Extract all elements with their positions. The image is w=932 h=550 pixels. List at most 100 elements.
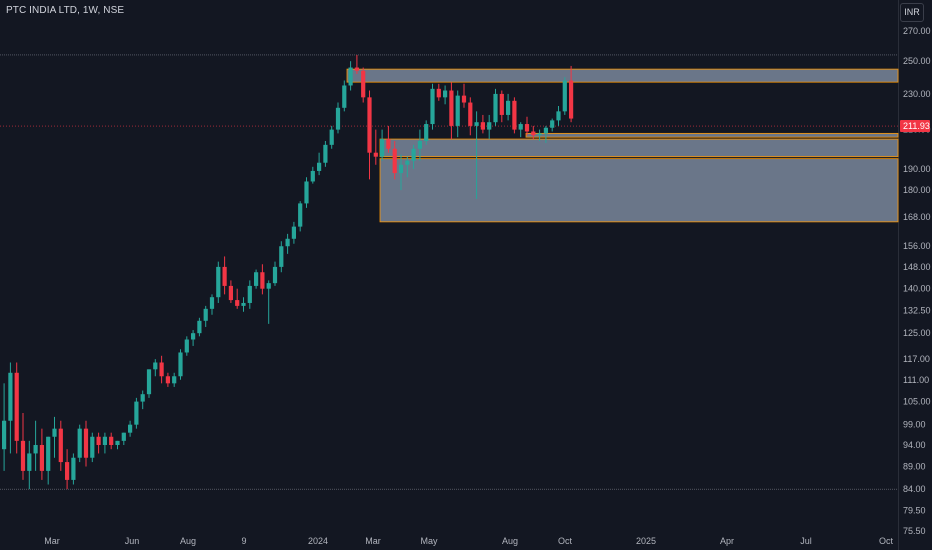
zone-3 <box>379 138 899 158</box>
y-tick-label: 125.00 <box>903 328 931 338</box>
candle <box>380 129 385 161</box>
candle <box>65 449 70 490</box>
candle <box>46 436 51 485</box>
candle <box>102 432 107 454</box>
candle <box>531 125 536 140</box>
x-tick-label: 2025 <box>636 536 656 546</box>
candle <box>222 256 227 295</box>
candle <box>272 261 278 286</box>
y-tick-label: 168.00 <box>903 212 931 222</box>
x-tick-label: Aug <box>180 536 196 546</box>
candle <box>443 85 448 105</box>
candle <box>33 420 38 471</box>
candle <box>562 77 567 115</box>
candle <box>405 156 410 178</box>
candle <box>58 420 63 471</box>
candle <box>543 125 548 143</box>
y-tick-label: 250.00 <box>903 56 931 66</box>
x-tick-label: 9 <box>241 536 246 546</box>
y-tick-label: 148.00 <box>903 262 931 272</box>
x-tick-label: Mar <box>365 536 381 546</box>
x-tick-label: Mar <box>44 536 60 546</box>
candle <box>373 129 378 165</box>
candle <box>386 125 391 153</box>
candle <box>474 111 479 199</box>
x-tick-label: Jun <box>125 536 140 546</box>
chart-title: PTC INDIA LTD, 1W, NSE <box>6 5 125 16</box>
last-price-label: 211.93 <box>903 121 930 131</box>
y-tick-label: 94.00 <box>903 440 926 450</box>
zone-2 <box>525 132 899 138</box>
candle <box>329 125 334 149</box>
candle <box>506 93 511 121</box>
candle <box>342 80 347 112</box>
candle <box>285 233 290 254</box>
y-tick-label: 75.50 <box>903 526 926 536</box>
candle <box>191 330 196 346</box>
y-tick-label: 132.50 <box>903 305 931 315</box>
x-tick-label: Jul <box>800 536 812 546</box>
candle <box>172 372 177 387</box>
candle <box>146 369 152 398</box>
x-tick-label: May <box>420 536 438 546</box>
candle <box>134 397 139 429</box>
y-tick-label: 111.00 <box>903 375 929 385</box>
x-tick-label: Oct <box>558 536 573 546</box>
candle <box>52 416 57 458</box>
price-axis: 270.00250.00230.00210.00190.00180.00168.… <box>900 26 931 536</box>
candle <box>128 420 133 437</box>
candle <box>39 428 44 480</box>
candle <box>468 97 473 136</box>
zone-4 <box>379 158 899 223</box>
time-axis: Mar Jun Aug 9 2024 Mar May Aug Oct 2025 Apr Jul Oct <box>44 536 893 546</box>
candle <box>348 61 353 91</box>
candle <box>537 129 542 141</box>
candle <box>298 201 303 232</box>
candle <box>228 280 233 303</box>
candle <box>392 140 397 180</box>
candle <box>354 54 359 74</box>
candle <box>260 264 265 295</box>
candle <box>436 83 441 101</box>
y-tick-label: 156.00 <box>903 241 931 251</box>
candle <box>203 305 208 327</box>
candle <box>254 269 259 289</box>
candle <box>461 83 467 108</box>
y-tick-label: 230.00 <box>903 89 931 99</box>
candle <box>361 67 366 103</box>
candle <box>140 390 145 410</box>
candle <box>279 241 284 273</box>
candle <box>90 432 95 463</box>
candle <box>480 114 485 134</box>
candle <box>247 280 252 309</box>
candle <box>291 221 296 244</box>
candle <box>266 280 271 324</box>
y-tick-label: 180.00 <box>903 185 931 195</box>
candle <box>14 362 19 454</box>
price-scale-divider <box>898 0 899 550</box>
currency-button[interactable]: INR <box>900 3 924 22</box>
x-tick-label: Oct <box>879 536 894 546</box>
candle <box>27 440 32 490</box>
y-tick-label: 270.00 <box>903 26 931 36</box>
candle <box>398 154 404 191</box>
candle <box>77 424 82 463</box>
candle <box>121 432 126 446</box>
candle <box>518 122 523 138</box>
y-tick-label: 84.00 <box>903 484 926 494</box>
candle <box>165 372 170 387</box>
candle <box>524 116 530 136</box>
candle <box>20 412 26 480</box>
candle <box>153 359 158 377</box>
candle <box>323 140 328 167</box>
last-price-badge <box>900 120 930 133</box>
candle <box>8 362 13 454</box>
y-tick-label: 79.50 <box>903 506 926 516</box>
candle <box>216 261 221 303</box>
candle <box>556 106 561 126</box>
candle <box>304 177 309 208</box>
candle <box>424 120 429 145</box>
candle <box>241 297 246 312</box>
y-tick-label: 99.00 <box>903 420 926 430</box>
